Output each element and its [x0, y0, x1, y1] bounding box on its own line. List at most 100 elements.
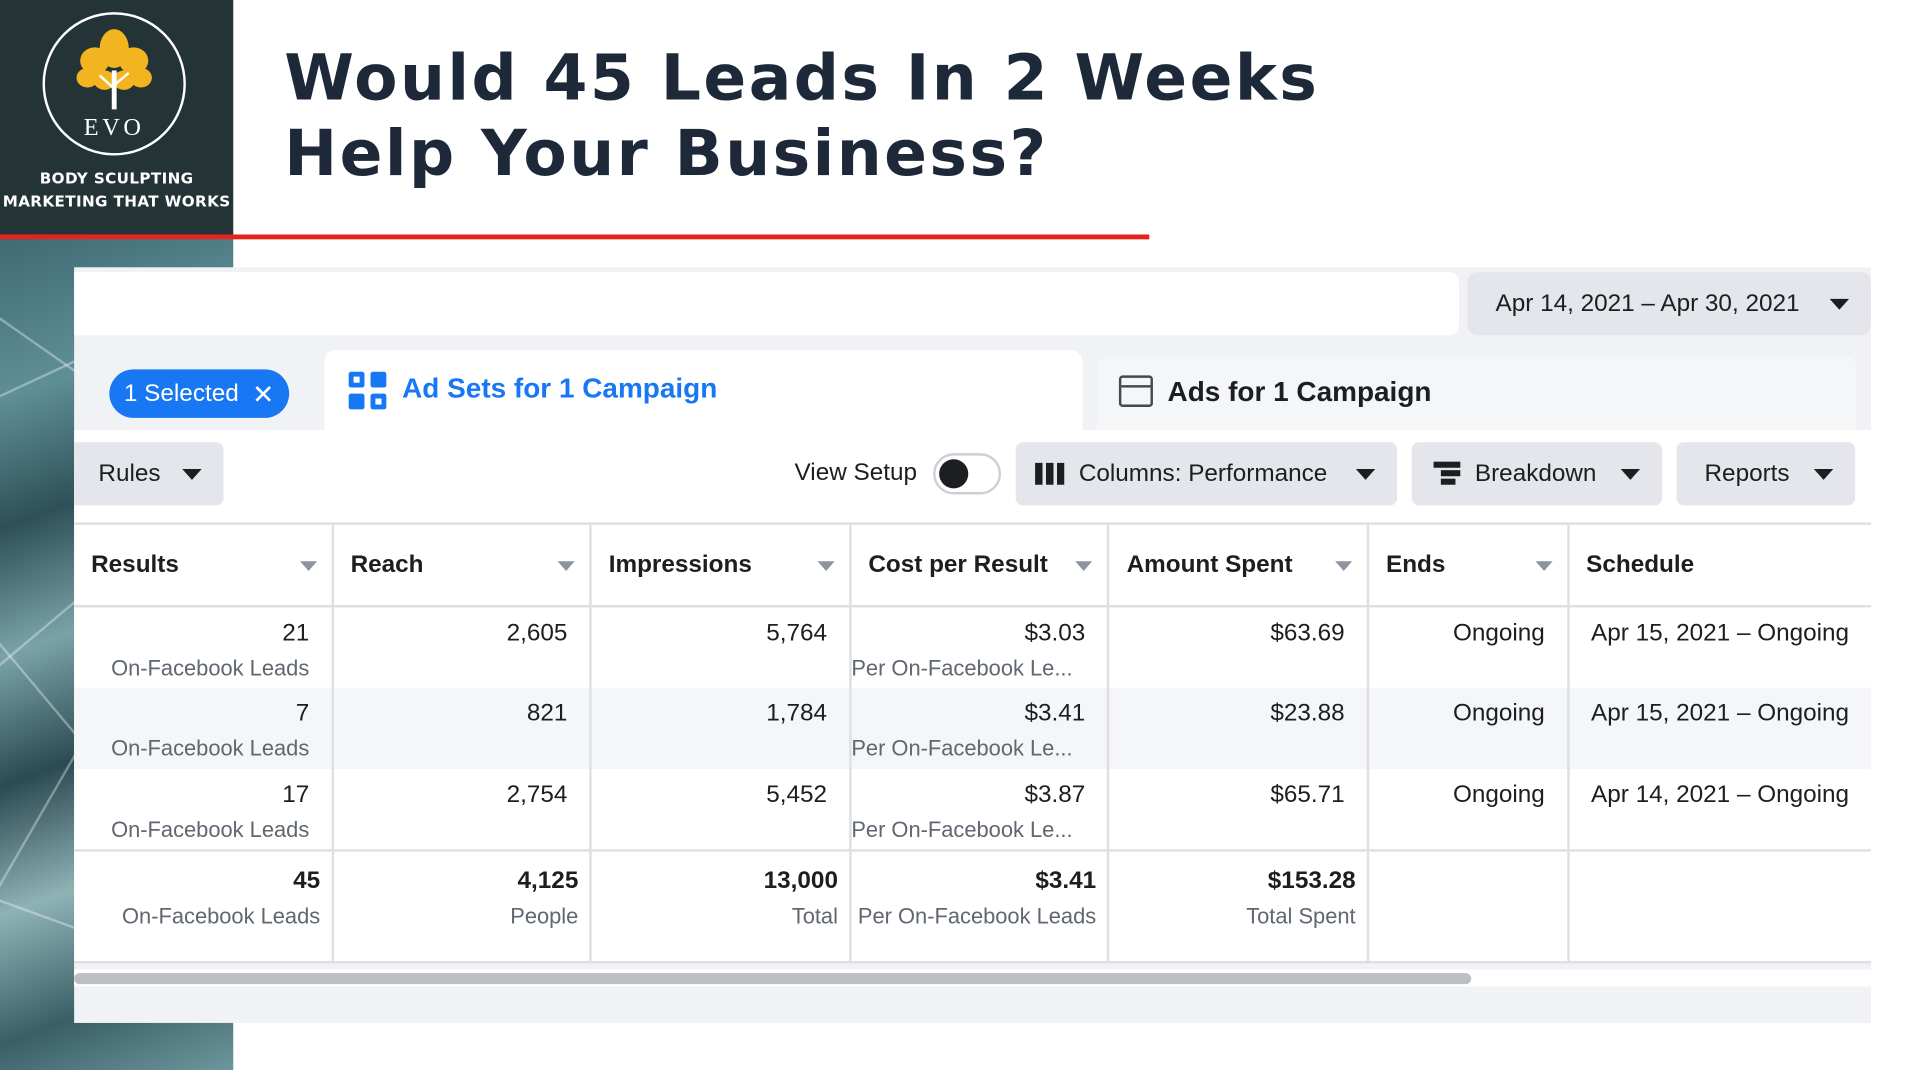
table-row[interactable]: 17 On-Facebook Leads 2,754 5,452 $3.87 Per…: [74, 769, 1871, 851]
impressions-value: 5,452: [766, 781, 828, 808]
column-header-results[interactable]: Results: [74, 522, 334, 608]
cpr-type: Per On-Facebook Le...: [851, 656, 1073, 681]
total-ends: [1367, 849, 1570, 964]
chevron-down-icon: [1620, 468, 1641, 480]
search-bar[interactable]: [74, 272, 1460, 336]
column-header-label: Impressions: [608, 550, 752, 578]
cell-cost-per-result: $3.41 Per On-Facebook Le...: [850, 687, 1110, 770]
headline-line2: Help Your Business?: [284, 117, 1049, 191]
tab-ads-label: Ads for 1 Campaign: [1167, 375, 1432, 407]
table-header: Results Reach Impressions Cost per Resul…: [74, 522, 1871, 608]
column-header-cost-per-result[interactable]: Cost per Result: [850, 522, 1110, 608]
spent-value: $63.69: [1270, 619, 1345, 647]
total-reach: 4,125 People: [332, 849, 592, 964]
page-title: Would 45 Leads In 2 Weeks Help Your Busi…: [284, 41, 1319, 192]
view-setup-label: View Setup: [794, 459, 918, 486]
column-header-label: Results: [91, 550, 179, 578]
total-impressions-value: 13,000: [763, 867, 838, 895]
logo-ring: [42, 12, 186, 156]
total-results-type: On-Facebook Leads: [122, 903, 321, 929]
selected-pill-label: 1 Selected: [123, 379, 239, 407]
headline-line1: Would 45 Leads In 2 Weeks: [284, 42, 1320, 116]
cpr-type: Per On-Facebook Le...: [851, 736, 1073, 761]
view-setup-toggle[interactable]: [933, 453, 1002, 495]
cell-reach: 821: [332, 687, 592, 770]
rules-label: Rules: [98, 459, 161, 487]
tab-ad-sets[interactable]: Ad Sets for 1 Campaign: [324, 349, 1083, 431]
chevron-down-icon[interactable]: [1535, 561, 1553, 572]
breakdown-button[interactable]: Breakdown: [1411, 442, 1662, 506]
cell-cost-per-result: $3.87 Per On-Facebook Le...: [850, 769, 1110, 851]
date-range-picker[interactable]: Apr 14, 2021 – Apr 30, 2021: [1467, 272, 1871, 336]
column-header-label: Amount Spent: [1126, 550, 1293, 578]
column-header-label: Reach: [350, 550, 424, 578]
total-schedule: [1567, 849, 1871, 964]
total-spent-value: $153.28: [1267, 867, 1356, 895]
table-row[interactable]: 7 On-Facebook Leads 821 1,784 $3.41 Per On…: [74, 687, 1871, 770]
results-value: 21: [282, 619, 310, 647]
total-reach-type: People: [510, 903, 579, 929]
tagline-line1: BODY SCULPTING: [39, 168, 194, 188]
cell-ends: Ongoing: [1367, 769, 1570, 851]
table-row[interactable]: 21 On-Facebook Leads 2,605 5,764 $3.03 Per…: [74, 606, 1871, 688]
column-header-schedule[interactable]: Schedule: [1567, 522, 1871, 608]
schedule-value: Apr 15, 2021 – Ongoing: [1591, 619, 1850, 647]
close-icon[interactable]: ✕: [252, 379, 275, 410]
cell-ends: Ongoing: [1367, 606, 1570, 688]
cell-impressions: 1,784: [590, 687, 852, 770]
total-cpr-value: $3.41: [1035, 867, 1097, 895]
cpr-value: $3.87: [1024, 781, 1086, 808]
column-header-label: Cost per Result: [868, 550, 1048, 578]
column-header-amount-spent[interactable]: Amount Spent: [1108, 522, 1369, 608]
cell-results: 7 On-Facebook Leads: [74, 687, 334, 770]
cell-results: 17 On-Facebook Leads: [74, 769, 334, 851]
columns-button[interactable]: Columns: Performance: [1015, 442, 1398, 506]
totals-row: 45 On-Facebook Leads 4,125 People 13,000 To…: [74, 849, 1871, 964]
cell-schedule: Apr 15, 2021 – Ongoing: [1568, 606, 1871, 687]
cell-amount-spent: $23.88: [1108, 687, 1369, 770]
ends-value: Ongoing: [1452, 619, 1545, 647]
chevron-down-icon[interactable]: [557, 561, 575, 572]
total-amount-spent: $153.28 Total Spent: [1108, 849, 1369, 964]
cell-reach: 2,605: [332, 606, 592, 688]
reach-value: 2,605: [506, 619, 568, 647]
total-results-value: 45: [293, 867, 321, 895]
total-impressions: 13,000 Total: [590, 849, 852, 964]
total-impressions-type: Total: [791, 903, 838, 929]
divider: [0, 234, 1150, 240]
breakdown-icon: [1433, 461, 1461, 486]
columns-label: Columns: Performance: [1078, 459, 1328, 487]
logo-wordmark: EVO: [83, 114, 145, 141]
tree-logo-icon: [76, 29, 152, 110]
cell-schedule: Apr 15, 2021 – Ongoing: [1567, 687, 1871, 770]
columns-icon: [1035, 462, 1065, 485]
column-header-label: Ends: [1385, 550, 1446, 578]
chevron-down-icon[interactable]: [1075, 561, 1093, 572]
tab-ads[interactable]: Ads for 1 Campaign: [1097, 355, 1857, 431]
rules-button[interactable]: Rules: [74, 442, 224, 506]
tab-ad-sets-label: Ad Sets for 1 Campaign: [402, 371, 718, 404]
chevron-down-icon: [1829, 298, 1850, 310]
chevron-down-icon[interactable]: [299, 561, 317, 572]
cpr-value: $3.41: [1024, 699, 1086, 727]
chevron-down-icon[interactable]: [1334, 561, 1352, 572]
selected-filter-pill[interactable]: 1 Selected ✕: [109, 369, 290, 418]
window-icon: [1118, 375, 1153, 407]
chevron-down-icon[interactable]: [817, 561, 835, 572]
impressions-value: 5,764: [766, 619, 828, 647]
breakdown-label: Breakdown: [1474, 459, 1597, 487]
horizontal-scrollbar[interactable]: [74, 969, 1871, 987]
results-table: Results Reach Impressions Cost per Resul…: [74, 522, 1871, 964]
tagline-line2: MARKETING THAT WORKS: [2, 191, 231, 211]
scrollbar-thumb[interactable]: [74, 973, 1472, 985]
column-header-impressions[interactable]: Impressions: [590, 522, 852, 608]
brand-logo: EVO BODY SCULPTING MARKETING THAT WORKS: [0, 0, 234, 235]
chevron-down-icon: [1813, 468, 1834, 480]
cpr-value: $3.03: [1024, 619, 1086, 647]
cell-reach: 2,754: [332, 769, 592, 851]
column-header-reach[interactable]: Reach: [332, 522, 592, 608]
cell-cost-per-result: $3.03 Per On-Facebook Le...: [850, 606, 1110, 688]
results-type: On-Facebook Leads: [111, 656, 310, 681]
reports-button[interactable]: Reports: [1676, 442, 1856, 506]
column-header-ends[interactable]: Ends: [1367, 522, 1570, 608]
